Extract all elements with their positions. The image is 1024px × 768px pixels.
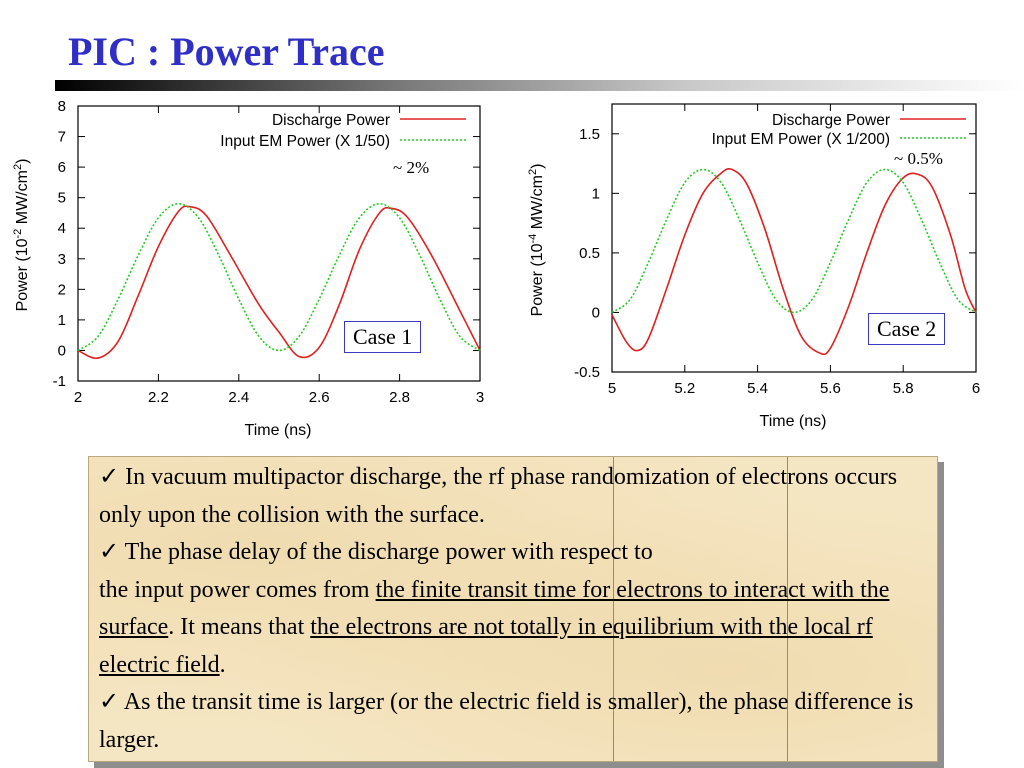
chart2-plot-frame	[611, 103, 977, 373]
chart1-x-tick-label: 2.8	[389, 389, 410, 406]
texture-divider-1	[613, 457, 614, 761]
checkmark-icon: ✓	[99, 464, 120, 490]
chart2-legend-label-discharge: Discharge Power	[772, 112, 890, 129]
chart2-ticks-group: 5 5.2 5.4 5.6 5.8 6 -0.5 0 0.5 1 1.5	[574, 104, 980, 397]
chart1-y-tick-label: 6	[58, 159, 66, 176]
bullet-2-underline-2: the electrons are not totally in equilib…	[99, 614, 873, 678]
chart1-plot-frame	[77, 105, 481, 382]
chart1-series-discharge-power-line	[77, 205, 481, 360]
bullet-2-underline-1: the finite transit time for electrons to…	[99, 576, 890, 641]
chart1-y-tick-label: 8	[58, 98, 66, 115]
chart2-x-tick-label: 5.6	[820, 380, 841, 397]
chart2-case-label: Case 2	[868, 313, 946, 345]
chart1-y-tick-label: 0	[58, 342, 66, 359]
checkmark-icon: ✓	[99, 689, 120, 715]
bullet-item-1: ✓ In vacuum multipactor discharge, the r…	[99, 459, 929, 534]
texture-divider-2	[787, 457, 788, 761]
bullet-list: ✓ In vacuum multipactor discharge, the r…	[99, 459, 929, 759]
checkmark-icon: ✓	[99, 539, 120, 565]
chart1-y-tick-label: 4	[58, 220, 66, 237]
bullet-2-end: .	[219, 651, 226, 678]
chart1-y-tick-label: 7	[58, 129, 66, 146]
chart1-legend-label-discharge: Discharge Power	[272, 112, 390, 129]
bullet-item-3: ✓ As the transit time is larger (or the …	[99, 684, 929, 759]
chart2-y-axis-label: Power (10-4 MW/cm2)	[527, 164, 546, 317]
bullet-2-line1: The phase delay of the discharge power w…	[119, 539, 653, 565]
chart1-series-group	[77, 202, 481, 360]
chart2-series-group	[611, 167, 977, 356]
bullet-item-2: ✓ The phase delay of the discharge power…	[99, 534, 929, 684]
chart1-y-tick-label: 1	[58, 312, 66, 329]
chart2-y-tick-label: 1.5	[579, 126, 600, 143]
title-underline-bar	[55, 80, 1024, 91]
chart2-y-tick-label: 1	[592, 185, 600, 202]
bullet-3-text: As the transit time is larger (or the el…	[99, 689, 914, 753]
chart2-x-axis-label: Time (ns)	[760, 413, 827, 430]
chart-case-1: 2 2.2 2.4 2.6 2.8 3 -1 0 1 2 3 4 5 6 7 8 Time (ns) Powe…	[12, 98, 485, 439]
chart2-x-tick-label: 5.2	[674, 380, 695, 397]
chart2-series-input-em-power-line	[611, 168, 977, 314]
chart1-y-tick-label: 2	[58, 281, 66, 298]
chart1-percent-annotation: ~ 2%	[393, 158, 430, 177]
chart2-y-tick-label: 0	[592, 304, 600, 321]
chart1-y-axis-label: Power (10-2 MW/cm2)	[12, 159, 31, 312]
chart2-x-tick-label: 5.4	[747, 380, 768, 397]
chart1-y-tick-label: 5	[58, 190, 66, 207]
chart1-case-label: Case 1	[344, 321, 422, 353]
chart2-y-tick-label: -0.5	[574, 364, 600, 381]
chart2-legend-label-input: Input EM Power (X 1/200)	[712, 131, 890, 148]
chart1-x-tick-label: 3	[476, 389, 484, 406]
chart1-y-tick-label: -1	[53, 373, 66, 390]
chart1-ticks-group: 2 2.2 2.4 2.6 2.8 3 -1 0 1 2 3 4 5 6 7 8	[53, 98, 485, 406]
chart2-y-tick-label: 0.5	[579, 245, 600, 262]
slide-title: PIC : Power Trace	[68, 29, 385, 74]
explanation-textbox: ✓ In vacuum multipactor discharge, the r…	[88, 456, 938, 762]
chart2-percent-annotation: ~ 0.5%	[894, 149, 943, 168]
chart2-x-tick-label: 5	[608, 380, 616, 397]
chart2-x-tick-label: 6	[972, 380, 980, 397]
chart2-frame-group	[611, 103, 977, 373]
chart1-x-tick-label: 2	[74, 389, 82, 406]
chart1-x-tick-label: 2.2	[148, 389, 169, 406]
chart2-x-tick-label: 5.8	[893, 380, 914, 397]
chart1-x-tick-label: 2.4	[228, 389, 249, 406]
chart2-series-discharge-power-line	[611, 167, 977, 356]
chart1-x-tick-label: 2.6	[309, 389, 330, 406]
chart1-series-input-em-power-line	[77, 202, 481, 352]
chart-case-2: 5 5.2 5.4 5.6 5.8 6 -0.5 0 0.5 1 1.5 Time (ns) Pow…	[527, 103, 980, 430]
bullet-1-text: In vacuum multipactor discharge, the rf …	[99, 464, 898, 528]
chart1-legend-label-input: Input EM Power (X 1/50)	[220, 133, 390, 150]
bullet-2-mid: . It means that	[168, 614, 311, 640]
chart1-x-axis-label: Time (ns)	[245, 422, 312, 439]
chart1-frame-group	[77, 105, 481, 382]
bullet-2-pre: the input power comes from	[99, 576, 376, 603]
chart1-y-tick-label: 3	[58, 251, 66, 268]
